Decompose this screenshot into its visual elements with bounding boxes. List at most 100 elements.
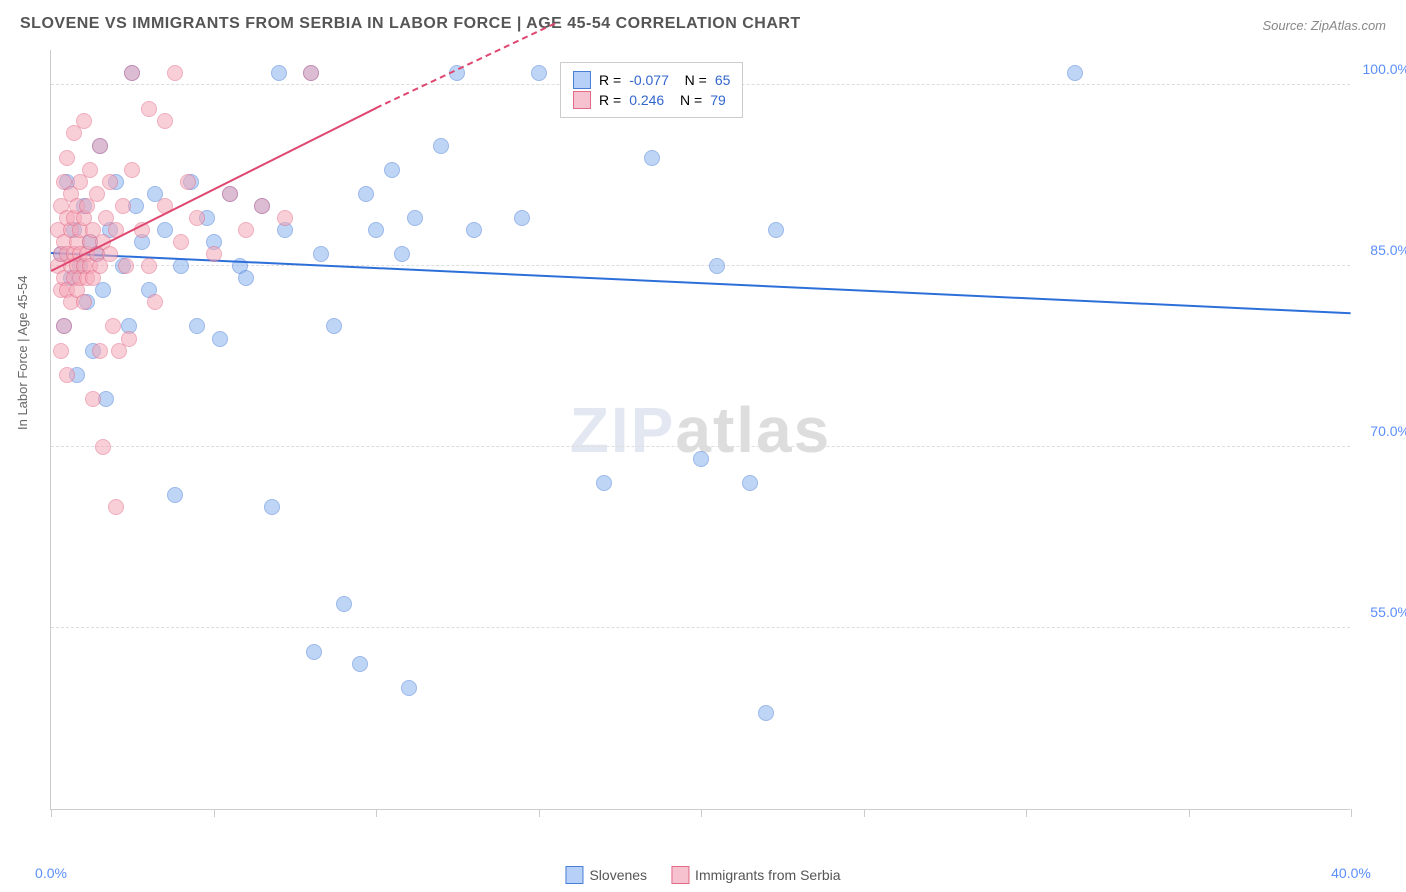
data-point [212, 331, 228, 347]
data-point [514, 210, 530, 226]
x-tick [864, 809, 865, 817]
stat-r-label: R = [599, 72, 621, 88]
data-point [306, 644, 322, 660]
data-point [336, 596, 352, 612]
data-point [271, 65, 287, 81]
y-tick-label: 55.0% [1370, 604, 1406, 620]
data-point [95, 439, 111, 455]
chart-title: SLOVENE VS IMMIGRANTS FROM SERBIA IN LAB… [20, 15, 801, 33]
data-point [693, 451, 709, 467]
data-point [303, 65, 319, 81]
y-tick-label: 100.0% [1363, 61, 1406, 77]
data-point [85, 391, 101, 407]
data-point [326, 318, 342, 334]
data-point [56, 318, 72, 334]
data-point [167, 487, 183, 503]
data-point [401, 680, 417, 696]
data-point [157, 222, 173, 238]
legend-label: Immigrants from Serbia [695, 867, 840, 883]
data-point [108, 499, 124, 515]
data-point [368, 222, 384, 238]
legend-label: Slovenes [589, 867, 647, 883]
gridline-h [51, 446, 1350, 447]
data-point [407, 210, 423, 226]
data-point [53, 343, 69, 359]
legend-swatch [671, 866, 689, 884]
data-point [124, 162, 140, 178]
stat-r-value: -0.077 [629, 72, 669, 88]
data-point [173, 234, 189, 250]
data-point [173, 258, 189, 274]
legend-swatch [565, 866, 583, 884]
series-legend: Slovenes Immigrants from Serbia [565, 866, 840, 884]
data-point [59, 367, 75, 383]
data-point [238, 270, 254, 286]
data-point [141, 101, 157, 117]
data-point [180, 174, 196, 190]
stat-n-label: N = [677, 72, 707, 88]
legend-row: R = -0.077 N = 65 [573, 71, 730, 89]
data-point [238, 222, 254, 238]
stats-legend: R = -0.077 N = 65R = 0.246 N = 79 [560, 62, 743, 118]
legend-item: Immigrants from Serbia [671, 866, 840, 884]
data-point [222, 186, 238, 202]
data-point [189, 210, 205, 226]
x-tick [1026, 809, 1027, 817]
data-point [102, 174, 118, 190]
stat-n-value: 79 [710, 92, 726, 108]
data-point [394, 246, 410, 262]
data-point [167, 65, 183, 81]
data-point [644, 150, 660, 166]
x-tick [701, 809, 702, 817]
data-point [115, 198, 131, 214]
x-tick [214, 809, 215, 817]
data-point [596, 475, 612, 491]
x-tick [376, 809, 377, 817]
data-point [384, 162, 400, 178]
x-tick-label: 0.0% [35, 865, 67, 881]
data-point [433, 138, 449, 154]
data-point [89, 186, 105, 202]
legend-item: Slovenes [565, 866, 647, 884]
data-point [352, 656, 368, 672]
data-point [76, 294, 92, 310]
legend-swatch [573, 91, 591, 109]
data-point [121, 331, 137, 347]
data-point [102, 246, 118, 262]
data-point [277, 210, 293, 226]
data-point [466, 222, 482, 238]
data-point [82, 162, 98, 178]
data-point [124, 65, 140, 81]
gridline-h [51, 627, 1350, 628]
data-point [1067, 65, 1083, 81]
stat-n-value: 65 [715, 72, 731, 88]
data-point [118, 258, 134, 274]
y-axis-label: In Labor Force | Age 45-54 [15, 276, 30, 430]
data-point [105, 318, 121, 334]
stat-n-label: N = [672, 92, 702, 108]
data-point [92, 138, 108, 154]
data-point [313, 246, 329, 262]
data-point [768, 222, 784, 238]
data-point [59, 150, 75, 166]
y-tick-label: 85.0% [1370, 242, 1406, 258]
data-point [206, 246, 222, 262]
x-tick [1189, 809, 1190, 817]
y-tick-label: 70.0% [1370, 423, 1406, 439]
x-tick [539, 809, 540, 817]
data-point [531, 65, 547, 81]
stat-r-value: 0.246 [629, 92, 664, 108]
x-tick [51, 809, 52, 817]
trend-line [376, 23, 556, 109]
plot-area: ZIPatlas 55.0%70.0%85.0%100.0%0.0%40.0% [50, 50, 1350, 810]
data-point [709, 258, 725, 274]
data-point [157, 113, 173, 129]
data-point [147, 294, 163, 310]
data-point [758, 705, 774, 721]
x-tick-label: 40.0% [1331, 865, 1371, 881]
data-point [358, 186, 374, 202]
legend-swatch [573, 71, 591, 89]
data-point [254, 198, 270, 214]
data-point [76, 113, 92, 129]
stat-r-label: R = [599, 92, 621, 108]
